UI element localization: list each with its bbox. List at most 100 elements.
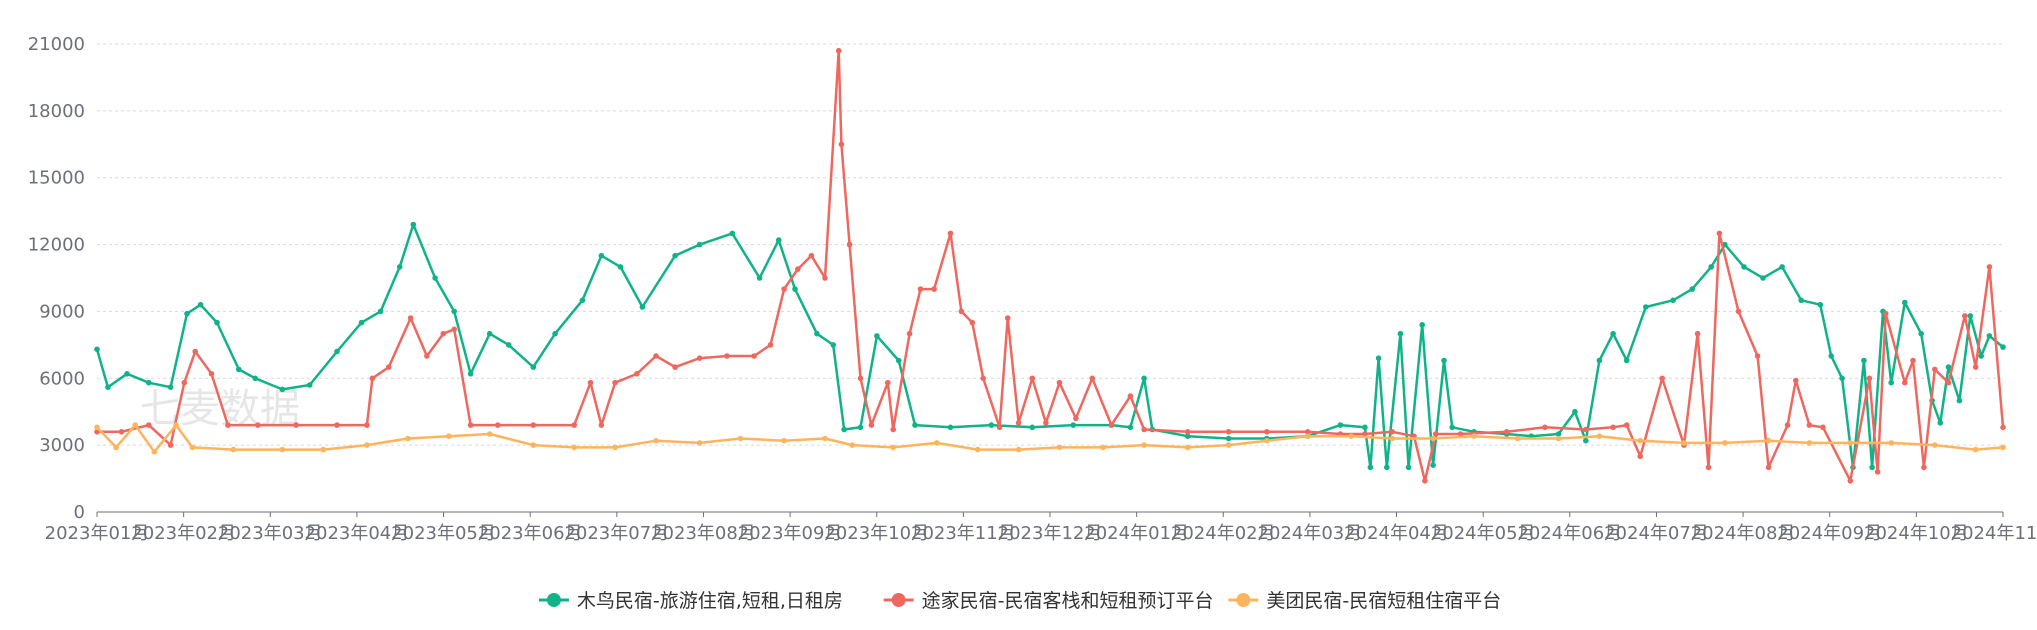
data-point <box>1760 275 1766 281</box>
data-point <box>530 442 537 448</box>
series-line <box>95 223 2004 469</box>
series-line <box>97 49 2005 483</box>
data-point <box>146 422 152 428</box>
data-point <box>906 330 913 337</box>
series-1 <box>94 47 2006 484</box>
data-point <box>612 444 618 451</box>
data-point <box>729 230 736 237</box>
y-tick-label: 6000 <box>39 368 85 389</box>
data-point <box>1722 440 1728 446</box>
data-point <box>857 424 864 431</box>
data-point <box>552 330 558 337</box>
data-point <box>377 308 384 315</box>
data-point <box>737 435 744 442</box>
data-point <box>1070 422 1076 428</box>
data-point <box>1029 375 1036 382</box>
data-point <box>1847 478 1854 484</box>
data-point <box>1375 355 1382 362</box>
data-point <box>1888 440 1894 446</box>
data-point <box>822 275 828 281</box>
data-point <box>841 426 847 433</box>
data-point <box>530 364 537 370</box>
data-point <box>1902 379 1908 386</box>
data-point <box>208 371 215 377</box>
data-point <box>1623 357 1630 364</box>
series-2 <box>94 422 2006 455</box>
data-point <box>1433 431 1439 437</box>
data-point <box>173 422 179 428</box>
data-point <box>1449 424 1455 431</box>
data-point <box>2000 344 2006 350</box>
data-point <box>1384 464 1390 471</box>
data-point <box>1572 408 1578 415</box>
data-point <box>252 375 258 382</box>
data-point <box>1839 375 1845 382</box>
data-point <box>1471 433 1477 440</box>
data-point <box>225 422 231 428</box>
data-point <box>1793 377 1799 384</box>
data-point <box>1847 440 1854 446</box>
data-point <box>1716 230 1723 237</box>
data-point <box>236 366 242 373</box>
x-tick-label: 2024年10月 <box>1864 523 1969 544</box>
data-point <box>857 375 864 382</box>
data-point <box>306 382 313 388</box>
data-point <box>1765 464 1772 471</box>
data-point <box>1397 330 1404 337</box>
data-point <box>505 342 512 348</box>
data-point <box>1945 364 1952 370</box>
data-point <box>1555 431 1562 437</box>
data-point <box>1817 301 1824 308</box>
data-point <box>1056 444 1063 451</box>
legend-item-2[interactable]: 美团民宿-民宿短租住宿平台 <box>1228 590 1501 612</box>
data-point <box>1004 315 1011 321</box>
data-point <box>1643 304 1649 310</box>
y-tick-label: 15000 <box>28 168 85 189</box>
x-tick-label: 2023年11月 <box>911 523 1016 544</box>
data-point <box>1430 462 1436 469</box>
data-point <box>653 437 659 444</box>
data-point <box>440 330 447 337</box>
data-point <box>969 319 976 326</box>
x-tick-label: 2023年01月 <box>45 523 150 544</box>
legend-label: 美团民宿-民宿短租住宿平台 <box>1266 590 1501 612</box>
y-tick-label: 12000 <box>28 235 85 256</box>
legend-swatch-dot <box>546 593 561 607</box>
data-point <box>396 264 403 270</box>
data-point <box>1100 444 1106 451</box>
data-point <box>1184 429 1191 435</box>
data-point <box>230 446 237 453</box>
data-point <box>1806 422 1813 428</box>
data-point <box>192 348 198 355</box>
data-point <box>868 422 875 428</box>
data-point <box>1874 469 1881 475</box>
data-point <box>1986 333 1993 339</box>
data-point <box>1705 464 1712 471</box>
data-point <box>1225 435 1232 442</box>
y-tick-label: 0 <box>74 502 85 523</box>
data-point <box>167 442 174 448</box>
data-point <box>822 435 828 442</box>
legend[interactable]: 木鸟民宿-旅游住宿,短租,日租房 途家民宿-民宿客栈和短租预订平台 美团民宿-民宿短… <box>538 590 1501 612</box>
data-point <box>1972 446 1979 453</box>
data-point <box>835 47 842 54</box>
data-point <box>1866 375 1873 382</box>
data-point <box>1659 375 1665 382</box>
data-point <box>1972 364 1979 370</box>
data-point <box>1869 464 1875 471</box>
y-tick-label: 21000 <box>28 34 85 55</box>
data-point <box>1623 422 1630 428</box>
data-point <box>1932 366 1938 373</box>
data-point <box>587 379 594 386</box>
data-point <box>364 442 370 448</box>
legend-item-1[interactable]: 途家民宿-民宿客栈和短租预订平台 <box>883 590 1214 612</box>
x-tick-label: 2023年06月 <box>478 523 583 544</box>
data-point <box>571 444 577 451</box>
legend-item-0[interactable]: 木鸟民宿-旅游住宿,短租,日租房 <box>538 590 843 612</box>
data-point <box>1141 426 1147 433</box>
data-point <box>181 379 188 386</box>
data-point <box>571 422 577 428</box>
data-point <box>451 326 458 333</box>
data-point <box>386 364 392 370</box>
data-point <box>1689 286 1695 292</box>
